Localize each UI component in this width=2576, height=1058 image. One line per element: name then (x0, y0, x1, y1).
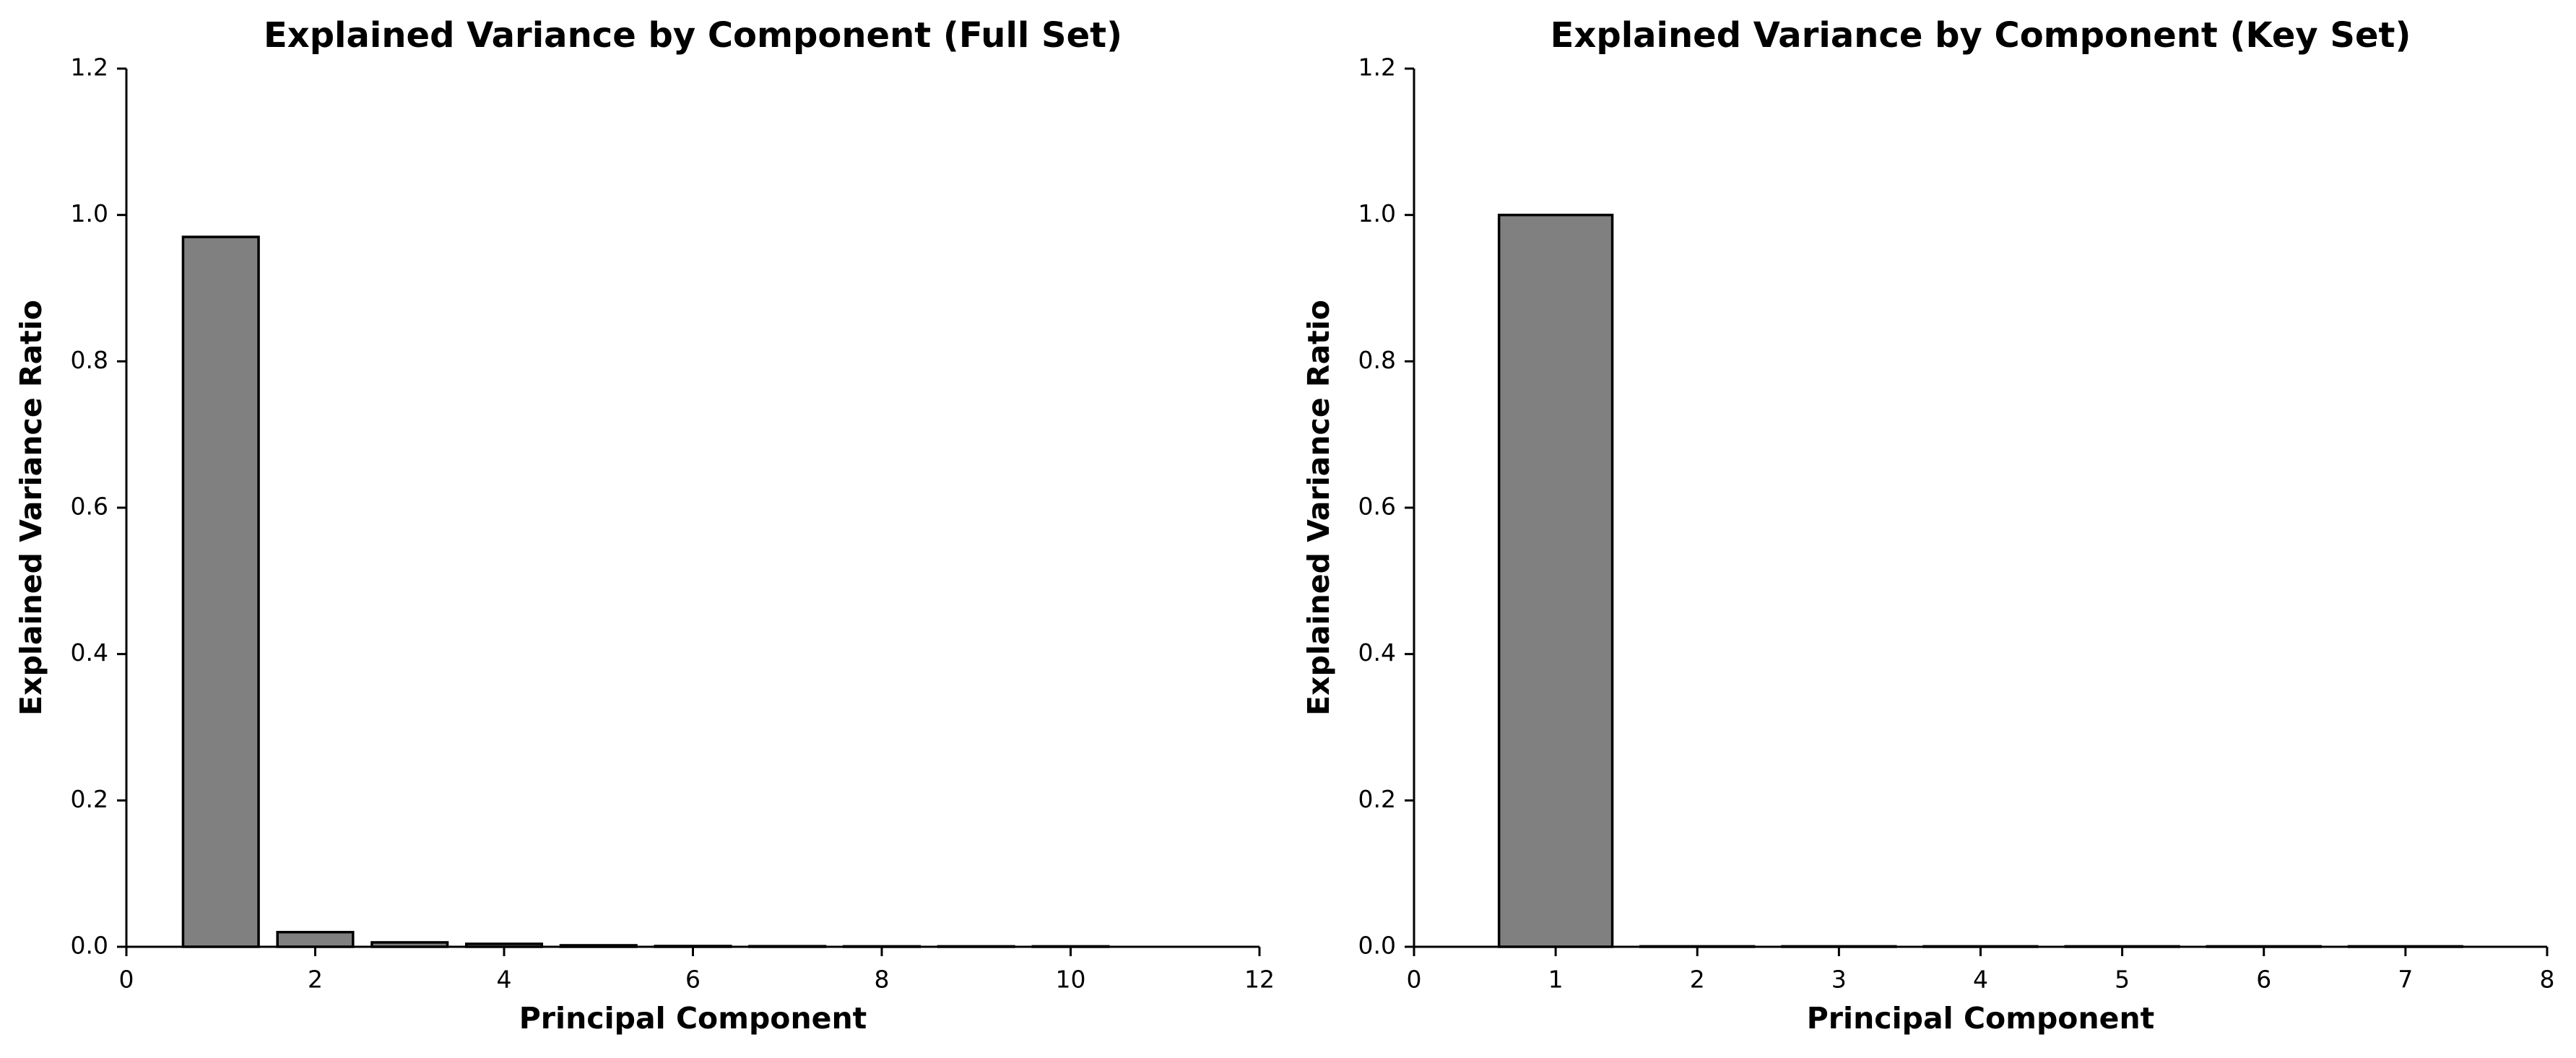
x-tick-label: 4 (1973, 966, 1988, 994)
x-tick-label: 0 (1407, 966, 1422, 994)
y-tick-label: 0.2 (1358, 785, 1396, 813)
chart-full-set: Explained Variance by Component (Full Se… (14, 15, 1275, 1036)
x-axis-label: Principal Component (519, 1001, 867, 1036)
y-tick-label: 0.0 (1358, 932, 1396, 960)
chart-title: Explained Variance by Component (Key Set… (1551, 15, 2411, 56)
bar-pc-2 (276, 930, 355, 948)
y-tick-label: 1.2 (71, 53, 108, 82)
x-tick-label: 8 (875, 966, 890, 994)
y-tick-label: 0.6 (71, 493, 108, 521)
y-tick-label: 1.2 (1358, 53, 1396, 82)
x-tick-label: 12 (1244, 966, 1275, 994)
bar-pc-1 (181, 235, 260, 948)
x-tick-label: 2 (308, 966, 323, 994)
x-tick-label: 6 (685, 966, 701, 994)
x-tick-label: 7 (2398, 966, 2413, 994)
x-tick-label: 3 (1831, 966, 1847, 994)
y-tick-label: 0.8 (1358, 346, 1396, 374)
y-tick-label: 1.0 (1358, 199, 1396, 227)
chart-key-set: Explained Variance by Component (Key Set… (1301, 15, 2555, 1036)
x-tick-label: 8 (2540, 966, 2555, 994)
y-tick-label: 1.0 (71, 199, 108, 227)
y-tick-label: 0.0 (71, 932, 108, 960)
y-tick-label: 0.8 (71, 346, 108, 374)
x-tick-label: 10 (1056, 966, 1086, 994)
y-tick-label: 0.4 (71, 638, 108, 667)
x-tick-label: 1 (1548, 966, 1564, 994)
y-tick-label: 0.6 (1358, 493, 1396, 521)
y-axis-label: Explained Variance Ratio (1301, 300, 1336, 716)
x-tick-label: 6 (2256, 966, 2271, 994)
x-tick-label: 0 (119, 966, 134, 994)
x-tick-label: 5 (2115, 966, 2130, 994)
y-tick-label: 0.4 (1358, 638, 1396, 667)
x-axis-label: Principal Component (1807, 1001, 2155, 1036)
bar-pc-1 (1497, 213, 1614, 948)
y-tick-label: 0.2 (71, 785, 108, 813)
x-tick-label: 2 (1690, 966, 1705, 994)
x-tick-label: 4 (497, 966, 512, 994)
chart-title: Explained Variance by Component (Full Se… (264, 15, 1122, 56)
y-axis-label: Explained Variance Ratio (14, 300, 48, 716)
